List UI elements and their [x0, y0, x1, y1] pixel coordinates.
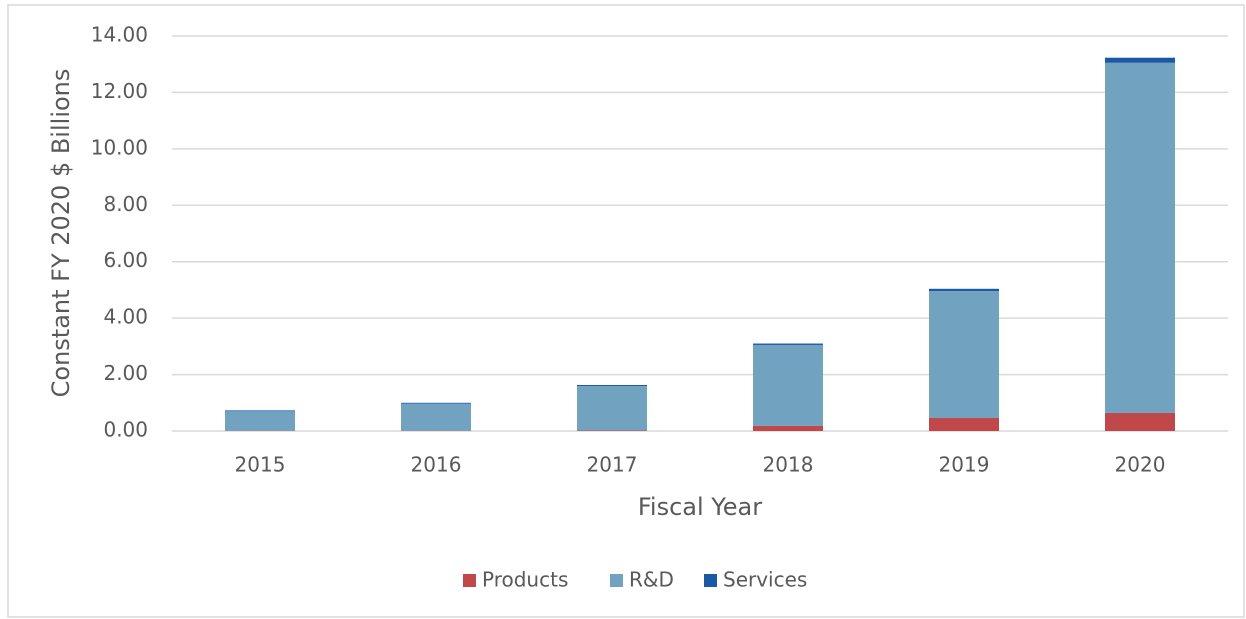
x-axis-title: Fiscal Year: [638, 493, 762, 521]
y-tick-label: 0.00: [103, 418, 148, 442]
legend-label: Services: [723, 568, 807, 592]
chart-frame: [7, 4, 1245, 618]
bar-segment: [577, 430, 647, 431]
bar-segment: [401, 402, 471, 404]
bar-segment: [401, 403, 471, 431]
x-tick-label: 2016: [411, 453, 462, 477]
bar-segment: [753, 425, 823, 431]
bar-segment: [577, 385, 647, 387]
y-tick-label: 10.00: [91, 135, 148, 159]
bar-segment: [1105, 412, 1175, 431]
legend-swatch: [463, 574, 476, 587]
bar-segment: [1105, 57, 1175, 63]
y-tick-label: 8.00: [103, 192, 148, 216]
legend-swatch: [610, 574, 623, 587]
bar-segment: [929, 291, 999, 419]
y-tick-label: 2.00: [103, 361, 148, 385]
legend-label: R&D: [629, 568, 674, 592]
x-tick-label: 2019: [939, 453, 990, 477]
y-tick-label: 14.00: [91, 23, 148, 47]
y-tick-label: 12.00: [91, 79, 148, 103]
bar-segment: [753, 344, 823, 426]
legend-swatch: [704, 574, 717, 587]
y-tick-label: 4.00: [103, 305, 148, 329]
bar-segment: [225, 410, 295, 412]
bar-segment: [225, 411, 295, 431]
bar-segment: [929, 418, 999, 431]
legend-label: Products: [482, 568, 568, 592]
bar-segment: [753, 343, 823, 345]
x-tick-label: 2017: [587, 453, 638, 477]
bar-segment: [1105, 62, 1175, 413]
bar-segment: [929, 288, 999, 292]
x-tick-label: 2015: [235, 453, 286, 477]
x-tick-label: 2020: [1115, 453, 1166, 477]
x-tick-label: 2018: [763, 453, 814, 477]
bar-segment: [577, 386, 647, 431]
y-tick-label: 6.00: [103, 248, 148, 272]
y-axis-title: Constant FY 2020 $ Billions: [47, 69, 75, 398]
